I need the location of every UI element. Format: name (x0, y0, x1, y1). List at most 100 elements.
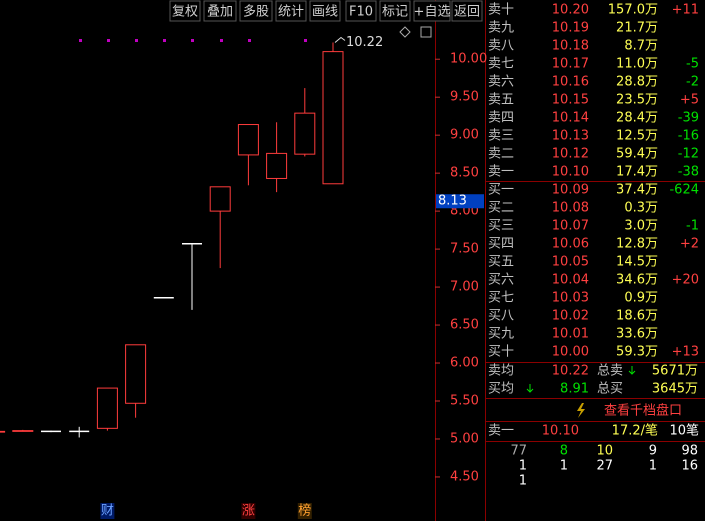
level-price: 10.15 (552, 93, 589, 108)
level-volume: 23.5万 (616, 93, 658, 108)
level-label: 卖九 (488, 21, 514, 36)
level-label: 卖五 (488, 93, 514, 108)
level-change: -624 (669, 183, 699, 198)
level-volume: 157.0万 (608, 3, 658, 18)
level-change: -16 (678, 129, 699, 144)
level-volume: 11.0万 (616, 57, 658, 72)
level-price: 10.17 (552, 57, 589, 72)
toolbar-button[interactable] (345, 0, 377, 22)
level-change: +11 (672, 3, 699, 18)
toolbar-label[interactable]: 画线 (312, 5, 338, 20)
event-marker[interactable]: 财 (101, 504, 114, 519)
level-volume: 59.3万 (616, 345, 658, 360)
level-volume: 8.7万 (624, 39, 658, 54)
cursor-price: 8.13 (438, 194, 467, 209)
toolbar-label[interactable]: 多股 (243, 4, 269, 20)
candle-body (209, 186, 231, 212)
candle-body (0, 430, 6, 433)
event-marker-box (297, 503, 312, 519)
level-price: 10.00 (552, 345, 589, 360)
y-tick-label: 6.00 (450, 356, 479, 371)
toolbar-button[interactable] (379, 0, 411, 22)
level-price: 10.18 (552, 39, 589, 54)
level-label: 卖六 (488, 75, 514, 90)
level-label: 买六 (488, 273, 514, 288)
ticket-field: 卖一 (488, 424, 514, 439)
level-volume: 21.7万 (616, 21, 658, 36)
level-price: 10.19 (552, 21, 589, 36)
level-label: 卖三 (488, 129, 514, 144)
y-tick-label: 9.50 (450, 90, 479, 105)
level-volume: 17.4万 (616, 165, 658, 180)
level-volume: 12.8万 (616, 237, 658, 252)
level-price: 10.03 (552, 291, 589, 306)
toolbar-button[interactable] (239, 0, 273, 22)
level-change: -1 (686, 219, 699, 234)
depth-button[interactable]: 查看千档盘口 (604, 403, 682, 419)
icon[interactable] (399, 26, 411, 38)
level-price: 10.09 (552, 183, 589, 198)
level-price: 10.10 (552, 165, 589, 180)
queue-size: 1 (560, 459, 568, 474)
queue-size: 10 (596, 444, 613, 459)
candle-body (266, 152, 288, 179)
toolbar-button[interactable] (309, 0, 341, 22)
level-change: +20 (672, 273, 699, 288)
toolbar-label[interactable]: 复权 (172, 4, 198, 20)
event-marker[interactable]: 涨 (242, 504, 255, 519)
toolbar-label[interactable]: 标记 (382, 5, 408, 20)
level-price: 10.20 (552, 3, 589, 18)
level-volume: 59.4万 (616, 147, 658, 162)
level-volume: 0.3万 (624, 201, 658, 216)
event-marker[interactable]: 榜 (298, 503, 311, 519)
level-label: 买三 (488, 219, 514, 234)
y-tick-label: 7.00 (450, 280, 479, 295)
candle-body (237, 124, 259, 156)
toolbar-label[interactable]: 统计 (278, 5, 304, 20)
y-tick-label: 8.50 (450, 166, 479, 181)
summary-price: 10.22 (552, 364, 589, 379)
level-volume: 37.4万 (616, 183, 658, 198)
y-tick-label: 5.00 (450, 431, 479, 446)
level-change: -2 (686, 75, 699, 90)
down-arrow (526, 384, 534, 393)
queue-size: 1 (519, 474, 527, 489)
queue-size: 9 (649, 444, 657, 459)
toolbar-label[interactable]: 叠加 (207, 5, 233, 20)
queue-size: 27 (596, 459, 613, 474)
level-price: 10.14 (552, 111, 589, 126)
level-change: +2 (680, 237, 699, 252)
level-change: -38 (678, 165, 699, 180)
y-tick-label: 7.50 (450, 242, 479, 257)
level-label: 买十 (488, 345, 514, 360)
icon[interactable] (420, 26, 432, 38)
level-volume: 34.6万 (616, 273, 658, 288)
level-price: 10.08 (552, 201, 589, 216)
level-volume: 28.8万 (616, 75, 658, 90)
toolbar-label[interactable]: +自选 (414, 5, 451, 20)
level-volume: 33.6万 (616, 327, 658, 342)
bolt-icon (577, 403, 585, 418)
summary-price: 8.91 (560, 382, 589, 397)
level-label: 卖二 (488, 147, 514, 162)
toolbar-button[interactable] (169, 0, 201, 22)
toolbar-label[interactable]: 返回 (454, 5, 480, 20)
signal-dots (79, 39, 307, 42)
summary-label: 买均 (488, 382, 514, 397)
summary-volume: 3645万 (652, 382, 698, 397)
ticket-field: 10.10 (542, 424, 579, 439)
level-change: -5 (686, 57, 699, 72)
y-tick-label: 5.50 (450, 393, 479, 408)
level-label: 买四 (488, 237, 514, 252)
level-price: 10.12 (552, 147, 589, 162)
toolbar-button[interactable] (451, 0, 483, 22)
level-label: 买七 (488, 291, 514, 306)
toolbar-button[interactable] (413, 0, 451, 22)
summary-label: 总卖 (597, 364, 623, 379)
toolbar-label[interactable]: F10 (349, 5, 373, 20)
toolbar-button[interactable] (275, 0, 307, 22)
level-label: 买五 (488, 255, 514, 270)
level-label: 买二 (488, 201, 514, 216)
toolbar-button[interactable] (203, 0, 237, 22)
